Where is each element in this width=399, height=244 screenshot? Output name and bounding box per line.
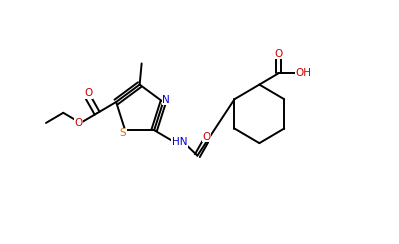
Text: O: O <box>274 49 282 59</box>
Text: S: S <box>120 128 126 138</box>
Text: O: O <box>202 132 211 142</box>
Text: OH: OH <box>296 68 312 78</box>
Text: O: O <box>84 88 92 98</box>
Text: HN: HN <box>172 137 188 147</box>
Text: O: O <box>74 118 83 128</box>
Text: N: N <box>162 95 170 105</box>
